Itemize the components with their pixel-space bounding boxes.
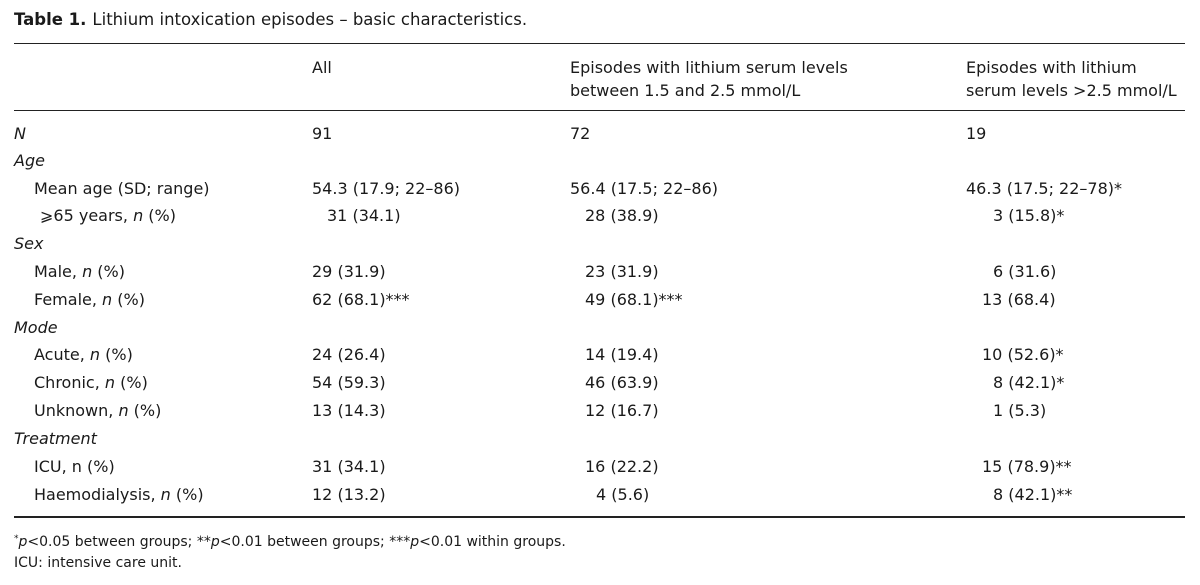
cell-n-high: 19	[966, 124, 987, 143]
cell-unknown-mid: 12 (16.7)	[585, 401, 659, 420]
footnote-significance: *p<0.05 between groups; **p<0.01 between…	[14, 534, 566, 550]
cell-mean-age-all: 54.3 (17.9; 22–86)	[312, 179, 461, 198]
cell-female-all: 62 (68.1)***	[312, 290, 410, 309]
cell-unknown-all: 13 (14.3)	[312, 401, 386, 420]
table-caption: Table 1. Lithium intoxication episodes – …	[14, 10, 527, 29]
cell-age65-all: 31 (34.1)	[327, 206, 401, 225]
category-sex: Sex	[14, 234, 44, 253]
row-label-male: Male, n (%)	[34, 262, 125, 281]
cell-acute-high: 10 (52.6)*	[982, 345, 1064, 364]
cell-chronic-all: 54 (59.3)	[312, 373, 386, 392]
cell-mean-age-mid: 56.4 (17.5; 22–86)	[570, 179, 719, 198]
cell-unknown-high: 1 (5.3)	[993, 401, 1047, 420]
cell-male-all: 29 (31.9)	[312, 262, 386, 281]
cell-icu-mid: 16 (22.2)	[585, 457, 659, 476]
cell-male-mid: 23 (31.9)	[585, 262, 659, 281]
cell-female-high: 13 (68.4)	[982, 290, 1056, 309]
header-rule	[14, 110, 1185, 111]
cell-female-mid: 49 (68.1)***	[585, 290, 683, 309]
cell-icu-all: 31 (34.1)	[312, 457, 386, 476]
cell-haemodialysis-high: 8 (42.1)**	[993, 485, 1073, 504]
cell-icu-high: 15 (78.9)**	[982, 457, 1072, 476]
row-label-chronic: Chronic, n (%)	[34, 373, 148, 392]
col-header-all: All	[312, 58, 332, 77]
cell-male-high: 6 (31.6)	[993, 262, 1057, 281]
row-label-age65: ⩾65 years, n (%)	[40, 206, 176, 225]
col-header-mid: Episodes with lithium serum levels betwee…	[570, 58, 848, 100]
row-label-acute: Acute, n (%)	[34, 345, 133, 364]
category-mode: Mode	[14, 318, 58, 337]
cell-acute-all: 24 (26.4)	[312, 345, 386, 364]
row-label-icu: ICU, n (%)	[34, 457, 115, 476]
cell-chronic-mid: 46 (63.9)	[585, 373, 659, 392]
footnote-icu: ICU: intensive care unit.	[14, 555, 182, 571]
cell-age65-mid: 28 (38.9)	[585, 206, 659, 225]
cell-n-all: 91	[312, 124, 333, 143]
cell-mean-age-high: 46.3 (17.5; 22–78)*	[966, 179, 1123, 198]
row-label-unknown: Unknown, n (%)	[34, 401, 162, 420]
top-rule	[14, 43, 1185, 44]
cell-chronic-high: 8 (42.1)*	[993, 373, 1065, 392]
row-label-female: Female, n (%)	[34, 290, 145, 309]
cell-age65-high: 3 (15.8)*	[993, 206, 1065, 225]
row-label-mean-age: Mean age (SD; range)	[34, 179, 210, 198]
cell-acute-mid: 14 (19.4)	[585, 345, 659, 364]
cell-haemodialysis-all: 12 (13.2)	[312, 485, 386, 504]
cell-n-mid: 72	[570, 124, 591, 143]
category-treatment: Treatment	[14, 429, 97, 448]
category-age: Age	[14, 151, 45, 170]
table-label: Table 1.	[14, 10, 87, 29]
col-header-high: Episodes with lithium serum levels >2.5 m…	[966, 58, 1177, 100]
cell-haemodialysis-mid: 4 (5.6)	[596, 485, 650, 504]
table-title: Lithium intoxication episodes – basic ch…	[92, 10, 528, 29]
row-label-haemodialysis: Haemodialysis, n (%)	[34, 485, 204, 504]
row-label-n: N	[14, 124, 26, 143]
bottom-rule	[14, 516, 1185, 518]
